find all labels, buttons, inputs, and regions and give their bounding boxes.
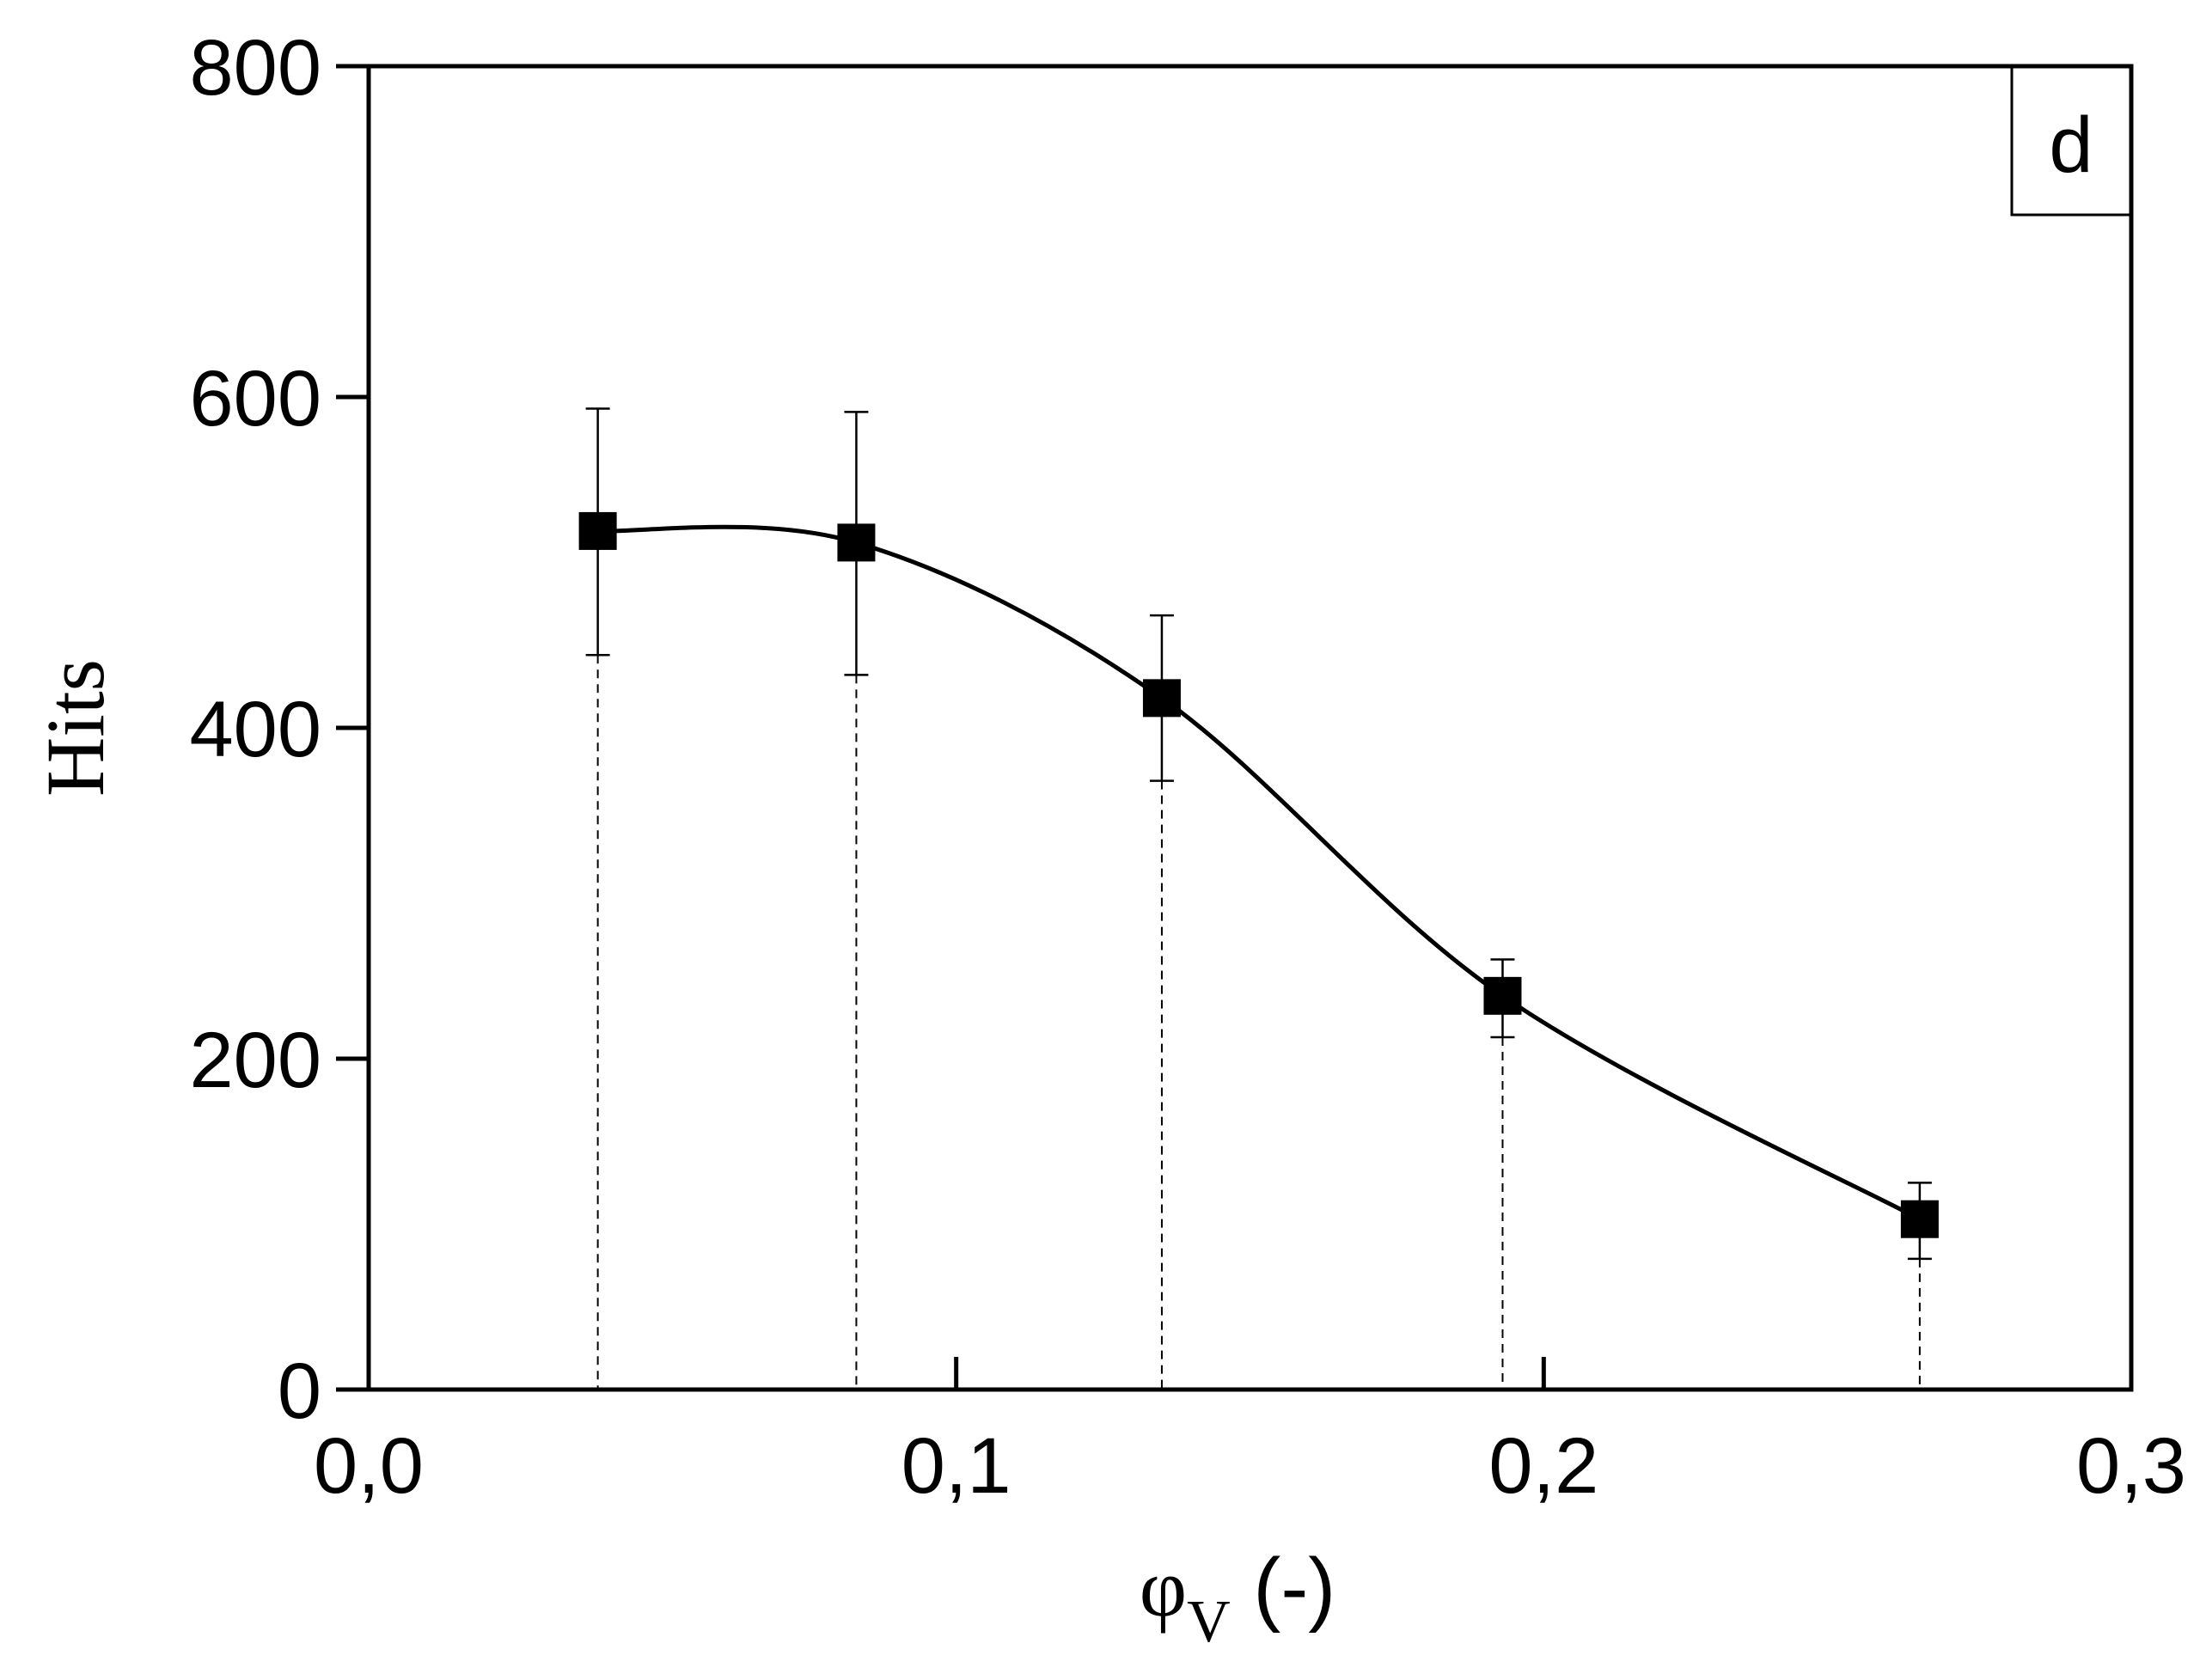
- fit-curve: [597, 524, 1922, 1221]
- x-ticks: 0,0 0,1 0,2 0,3: [314, 1357, 2186, 1510]
- x-tick-label: 0,3: [2076, 1422, 2186, 1510]
- y-ticks: 0 200 400 600 800: [190, 24, 369, 1435]
- y-axis-label: Hits: [29, 659, 121, 797]
- data-point: [837, 523, 876, 562]
- y-tick-label: 0: [278, 1347, 321, 1435]
- fit-curve-line: [597, 524, 1922, 1221]
- x-label-unit: (-): [1231, 1542, 1336, 1634]
- data-point: [1483, 976, 1522, 1015]
- drop-lines: [596, 655, 1921, 1390]
- x-tick-label: 0,0: [314, 1422, 424, 1510]
- y-tick-label: 200: [190, 1017, 322, 1104]
- y-tick-label: 400: [190, 686, 322, 773]
- x-label-subscript: V: [1187, 1589, 1231, 1655]
- y-tick-label: 600: [190, 355, 322, 443]
- error-bars: [585, 407, 1932, 1261]
- data-point: [578, 511, 617, 550]
- data-points: [578, 511, 1939, 1238]
- panel-label: d: [2049, 101, 2093, 189]
- x-axis-label: φV (-): [1140, 1542, 1336, 1655]
- y-tick-label: 800: [190, 24, 322, 112]
- x-tick-label: 0,2: [1488, 1422, 1598, 1510]
- data-point: [1900, 1200, 1939, 1238]
- x-label-symbol: φ: [1140, 1542, 1187, 1634]
- panel-label-box: [2010, 64, 2133, 217]
- x-tick-label: 0,1: [901, 1422, 1011, 1510]
- data-point: [1142, 679, 1181, 718]
